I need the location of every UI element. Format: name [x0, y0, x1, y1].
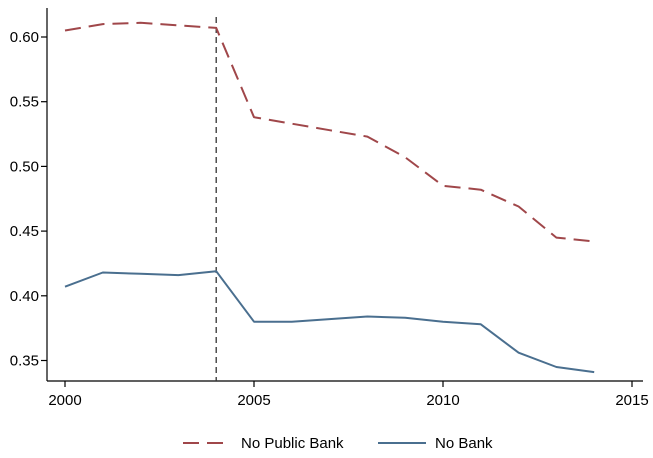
x-tick-label: 2015	[615, 392, 648, 409]
y-tick-label: 0.45	[10, 223, 39, 240]
y-tick-label: 0.50	[10, 158, 39, 175]
series-layer	[64, 21, 595, 374]
y-tick-label: 0.35	[10, 353, 39, 370]
y-tick-label: 0.55	[10, 94, 39, 111]
x-tick-label: 2000	[48, 392, 81, 409]
y-tick-label: 0.60	[10, 29, 39, 46]
axes	[46, 8, 643, 382]
x-ticks: 2000 2005 2010 2015	[48, 381, 649, 409]
legend: No Public Bank No Bank	[183, 435, 493, 452]
y-ticks: 0.35 0.40 0.45 0.50 0.55 0.60	[10, 29, 47, 370]
y-tick-label: 0.40	[10, 288, 39, 305]
series-line-no-public-bank	[64, 21, 595, 243]
legend-label: No Bank	[435, 435, 493, 452]
legend-label: No Public Bank	[241, 435, 344, 452]
x-tick-label: 2005	[237, 392, 270, 409]
x-tick-label: 2010	[426, 392, 459, 409]
series-line-no-bank	[64, 270, 595, 374]
